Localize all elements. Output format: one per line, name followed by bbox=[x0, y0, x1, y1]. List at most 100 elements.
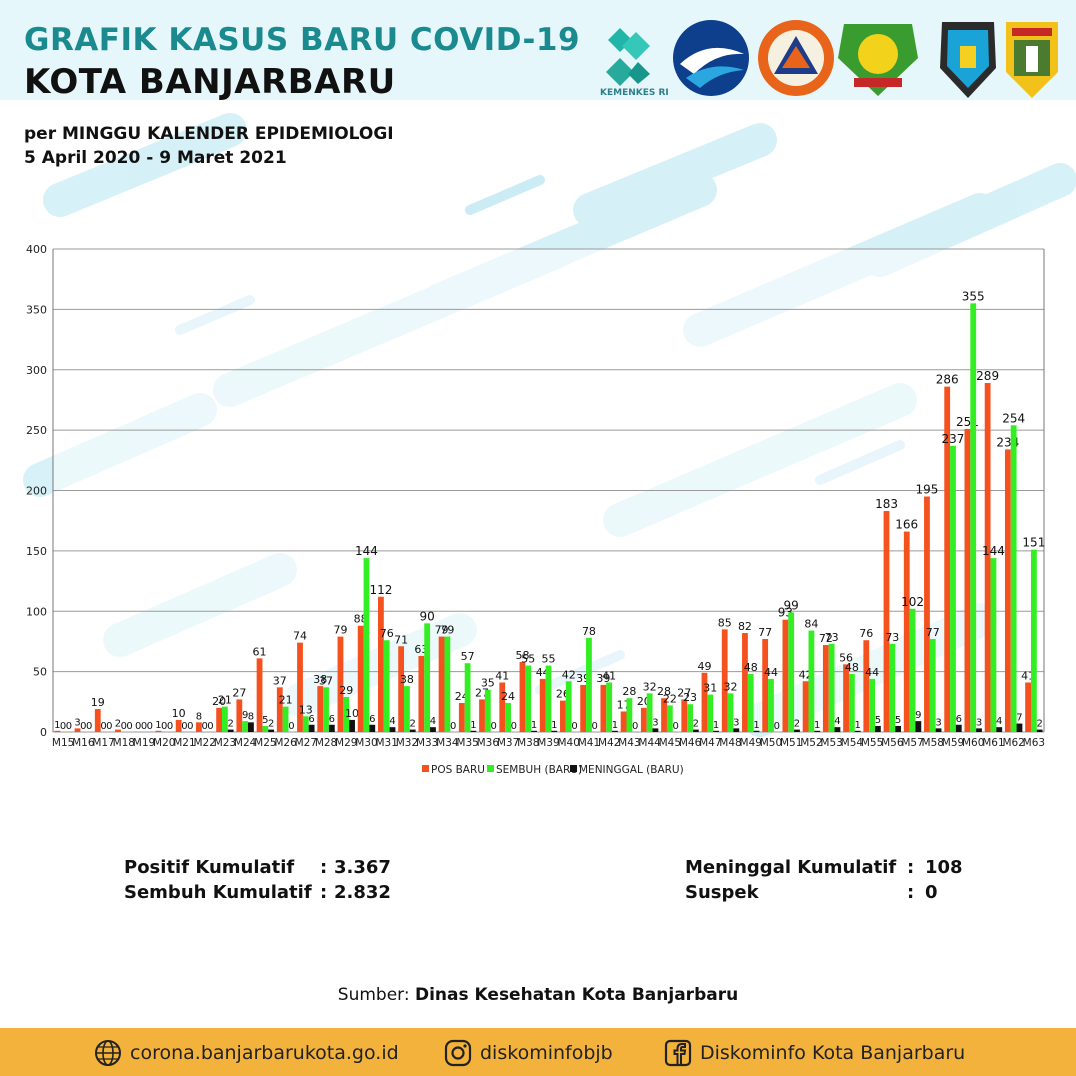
data-label-sembuh-baru: 102 bbox=[901, 595, 924, 609]
bar-pos-baru bbox=[479, 699, 485, 732]
y-tick-label: 50 bbox=[33, 666, 47, 679]
data-label-sembuh-baru: 55 bbox=[521, 653, 535, 666]
bar-sembuh-baru bbox=[990, 558, 997, 732]
x-tick-label: M16 bbox=[72, 737, 95, 749]
data-label-meninggal-baru: 1 bbox=[814, 720, 820, 731]
x-tick-label: M46 bbox=[679, 737, 702, 749]
data-label-pos-baru: 112 bbox=[369, 583, 392, 597]
source-name: Dinas Kesehatan Kota Banjarbaru bbox=[414, 985, 739, 1005]
bar-sembuh-baru bbox=[707, 694, 714, 732]
data-label-pos-baru: 8 bbox=[196, 711, 202, 722]
footer-facebook[interactable]: Diskominfo Kota Banjarbaru bbox=[664, 1039, 965, 1067]
data-label-sembuh-baru: 48 bbox=[744, 661, 758, 674]
bar-sembuh-baru bbox=[282, 706, 289, 732]
data-label-sembuh-baru: 13 bbox=[299, 703, 313, 716]
data-label-pos-baru: 27 bbox=[677, 686, 691, 699]
footer-website[interactable]: corona.banjarbarukota.go.id bbox=[94, 1039, 399, 1067]
bar-pos-baru bbox=[742, 632, 748, 732]
data-label-meninggal-baru: 0 bbox=[106, 721, 112, 732]
data-label-sembuh-baru: 77 bbox=[926, 626, 940, 639]
data-label-sembuh-baru: 0 bbox=[100, 721, 106, 732]
bar-sembuh-baru bbox=[808, 630, 815, 732]
bar-pos-baru bbox=[115, 729, 121, 732]
bar-sembuh-baru bbox=[970, 303, 977, 732]
x-tick-label: M59 bbox=[942, 737, 964, 749]
bar-sembuh-baru bbox=[545, 665, 552, 732]
legend-label: POS BARU bbox=[431, 764, 485, 776]
bar-sembuh-baru bbox=[828, 643, 835, 732]
x-tick-label: M21 bbox=[173, 737, 195, 749]
bar-meninggal-baru bbox=[268, 729, 275, 732]
x-tick-label: M39 bbox=[537, 737, 559, 749]
x-tick-label: M18 bbox=[113, 737, 135, 749]
y-tick-label: 0 bbox=[40, 726, 47, 739]
data-label-pos-baru: 0 bbox=[135, 721, 141, 732]
bar-pos-baru bbox=[944, 386, 951, 732]
data-label-meninggal-baru: 6 bbox=[308, 714, 314, 725]
logo-strip bbox=[606, 20, 1058, 98]
bar-sembuh-baru bbox=[565, 681, 572, 732]
data-label-sembuh-baru: 38 bbox=[400, 673, 414, 686]
data-label-meninggal-baru: 5 bbox=[895, 715, 901, 726]
data-label-pos-baru: 79 bbox=[435, 624, 449, 637]
x-tick-label: M28 bbox=[315, 737, 337, 749]
bar-pos-baru bbox=[560, 700, 566, 732]
data-label-sembuh-baru: 99 bbox=[784, 598, 799, 612]
bar-meninggal-baru bbox=[1016, 723, 1023, 732]
legend-label: MENINGGAL (BARU) bbox=[579, 764, 684, 776]
footer-instagram[interactable]: diskominfobjb bbox=[444, 1039, 613, 1067]
data-label-meninggal-baru: 0 bbox=[511, 721, 517, 732]
source-line: Sumber: Dinas Kesehatan Kota Banjarbaru bbox=[0, 985, 1076, 1005]
bar-sembuh-baru bbox=[1030, 549, 1037, 732]
bar-pos-baru bbox=[216, 707, 223, 732]
data-label-meninggal-baru: 0 bbox=[490, 721, 496, 732]
data-label-meninggal-baru: 6 bbox=[369, 714, 375, 725]
bar-sembuh-baru bbox=[666, 705, 673, 732]
bar-pos-baru bbox=[236, 699, 243, 732]
data-label-sembuh-baru: 31 bbox=[703, 682, 717, 695]
data-label-pos-baru: 27 bbox=[232, 686, 246, 699]
data-label-sembuh-baru: 73 bbox=[825, 631, 839, 644]
data-label-pos-baru: 10 bbox=[172, 707, 186, 720]
x-tick-label: M55 bbox=[861, 737, 883, 749]
data-label-meninggal-baru: 9 bbox=[915, 710, 921, 721]
y-tick-label: 400 bbox=[26, 243, 47, 256]
bar-meninggal-baru bbox=[996, 727, 1003, 732]
data-label-pos-baru: 3 bbox=[74, 717, 80, 728]
x-tick-label: M61 bbox=[982, 737, 1004, 749]
bar-sembuh-baru bbox=[889, 643, 896, 732]
bar-pos-baru bbox=[438, 636, 445, 732]
bar-sembuh-baru bbox=[424, 623, 431, 732]
sembuh-separator: : bbox=[320, 882, 328, 903]
data-label-meninggal-baru: 5 bbox=[875, 715, 881, 726]
data-label-sembuh-baru: 21 bbox=[279, 694, 293, 707]
data-label-meninggal-baru: 4 bbox=[996, 716, 1002, 727]
bar-sembuh-baru bbox=[586, 637, 592, 732]
data-label-sembuh-baru: 24 bbox=[501, 690, 515, 703]
x-tick-label: M60 bbox=[962, 737, 984, 749]
bar-sembuh-baru bbox=[525, 665, 532, 732]
bar-pos-baru bbox=[74, 728, 81, 732]
data-label-pos-baru: 286 bbox=[936, 373, 959, 387]
bar-sembuh-baru bbox=[464, 663, 471, 732]
bar-pos-baru bbox=[984, 383, 991, 732]
data-label-sembuh-baru: 78 bbox=[582, 625, 596, 638]
bar-pos-baru bbox=[175, 719, 182, 732]
bar-sembuh-baru bbox=[363, 558, 370, 732]
data-label-meninggal-baru: 0 bbox=[147, 721, 153, 732]
bar-pos-baru bbox=[843, 664, 849, 732]
title-line-2: KOTA BANJARBARU bbox=[24, 62, 396, 102]
globe-icon bbox=[95, 1040, 121, 1066]
data-label-sembuh-baru: 76 bbox=[380, 627, 394, 640]
bar-sembuh-baru bbox=[505, 703, 511, 732]
bar-meninggal-baru bbox=[753, 730, 760, 732]
bar-pos-baru bbox=[661, 698, 667, 732]
suspek-label: Suspek bbox=[685, 882, 759, 903]
data-label-meninggal-baru: 0 bbox=[167, 721, 173, 732]
data-label-sembuh-baru: 84 bbox=[804, 618, 818, 631]
data-label-pos-baru: 39 bbox=[596, 672, 610, 685]
bar-pos-baru bbox=[418, 655, 425, 732]
data-label-meninggal-baru: 4 bbox=[389, 716, 395, 727]
data-label-sembuh-baru: 32 bbox=[724, 680, 738, 693]
bar-meninggal-baru bbox=[612, 730, 618, 732]
